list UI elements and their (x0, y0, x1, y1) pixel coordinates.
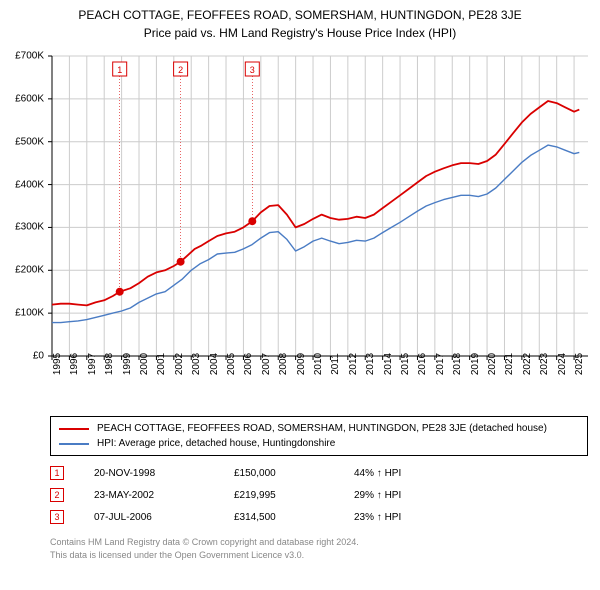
x-tick-label: 2003 (191, 353, 202, 375)
x-tick-label: 2018 (452, 353, 463, 375)
x-tick-label: 2011 (330, 353, 341, 375)
sale-marker-icon: 1 (50, 466, 64, 480)
x-tick-label: 1995 (52, 353, 63, 375)
y-tick-label: £100K (15, 308, 44, 319)
legend: PEACH COTTAGE, FEOFFEES ROAD, SOMERSHAM,… (50, 416, 588, 456)
x-tick-label: 2023 (539, 353, 550, 375)
sale-marker-icon: 2 (50, 488, 64, 502)
x-tick-label: 2002 (174, 353, 185, 375)
legend-item: HPI: Average price, detached house, Hunt… (59, 436, 579, 451)
sale-row: 3 07-JUL-2006 £314,500 23% ↑ HPI (50, 510, 590, 524)
y-tick-label: £300K (15, 222, 44, 233)
x-tick-label: 2017 (435, 353, 446, 375)
sale-price: £150,000 (234, 468, 324, 479)
x-tick-label: 2010 (313, 353, 324, 375)
svg-text:1: 1 (117, 65, 122, 75)
sale-price: £314,500 (234, 512, 324, 523)
x-tick-label: 2019 (470, 353, 481, 375)
sale-price: £219,995 (234, 490, 324, 501)
y-tick-label: £500K (15, 136, 44, 147)
sale-date: 23-MAY-2002 (94, 490, 204, 501)
x-tick-label: 1997 (87, 353, 98, 375)
chart-container: PEACH COTTAGE, FEOFFEES ROAD, SOMERSHAM,… (0, 0, 600, 571)
sale-marker-icon: 3 (50, 510, 64, 524)
sale-row: 2 23-MAY-2002 £219,995 29% ↑ HPI (50, 488, 590, 502)
legend-label: HPI: Average price, detached house, Hunt… (97, 436, 335, 451)
x-tick-label: 1998 (104, 353, 115, 375)
svg-text:3: 3 (250, 65, 255, 75)
sale-hpi-delta: 44% ↑ HPI (354, 468, 434, 479)
x-tick-label: 2008 (278, 353, 289, 375)
x-tick-label: 1996 (69, 353, 80, 375)
x-tick-label: 1999 (122, 353, 133, 375)
footer-line-1: Contains HM Land Registry data © Crown c… (50, 536, 590, 549)
x-tick-label: 2024 (557, 353, 568, 375)
x-tick-label: 2022 (522, 353, 533, 375)
x-tick-label: 2007 (261, 353, 272, 375)
sale-date: 20-NOV-1998 (94, 468, 204, 479)
legend-label: PEACH COTTAGE, FEOFFEES ROAD, SOMERSHAM,… (97, 421, 547, 436)
chart-title-address: PEACH COTTAGE, FEOFFEES ROAD, SOMERSHAM,… (10, 8, 590, 22)
x-tick-label: 2013 (365, 353, 376, 375)
footer-line-2: This data is licensed under the Open Gov… (50, 549, 590, 562)
svg-text:2: 2 (178, 65, 183, 75)
y-tick-label: £400K (15, 179, 44, 190)
y-tick-label: £200K (15, 265, 44, 276)
chart-plot-area: 1 2 3 £0 £100K £200K £300K £400K £500K £600K £700… (10, 48, 590, 408)
x-tick-label: 2009 (296, 353, 307, 375)
chart-subtitle: Price paid vs. HM Land Registry's House … (10, 26, 590, 40)
x-tick-label: 2012 (348, 353, 359, 375)
x-tick-label: 2015 (400, 353, 411, 375)
sale-date: 07-JUL-2006 (94, 512, 204, 523)
legend-swatch (59, 443, 89, 445)
x-tick-label: 2025 (574, 353, 585, 375)
legend-swatch (59, 428, 89, 430)
x-tick-label: 2020 (487, 353, 498, 375)
sale-row: 1 20-NOV-1998 £150,000 44% ↑ HPI (50, 466, 590, 480)
x-tick-label: 2005 (226, 353, 237, 375)
footer-attribution: Contains HM Land Registry data © Crown c… (50, 536, 590, 561)
legend-item: PEACH COTTAGE, FEOFFEES ROAD, SOMERSHAM,… (59, 421, 579, 436)
x-tick-label: 2006 (243, 353, 254, 375)
x-tick-label: 2004 (209, 353, 220, 375)
sale-hpi-delta: 29% ↑ HPI (354, 490, 434, 501)
sale-hpi-delta: 23% ↑ HPI (354, 512, 434, 523)
y-tick-label: £700K (15, 51, 44, 62)
sales-table: 1 20-NOV-1998 £150,000 44% ↑ HPI 2 23-MAY-200… (50, 466, 590, 524)
y-tick-label: £600K (15, 93, 44, 104)
x-tick-label: 2014 (383, 353, 394, 375)
y-tick-label: £0 (33, 351, 44, 362)
x-tick-label: 2001 (156, 353, 167, 375)
x-tick-label: 2000 (139, 353, 150, 375)
x-tick-label: 2016 (417, 353, 428, 375)
x-tick-label: 2021 (504, 353, 515, 375)
